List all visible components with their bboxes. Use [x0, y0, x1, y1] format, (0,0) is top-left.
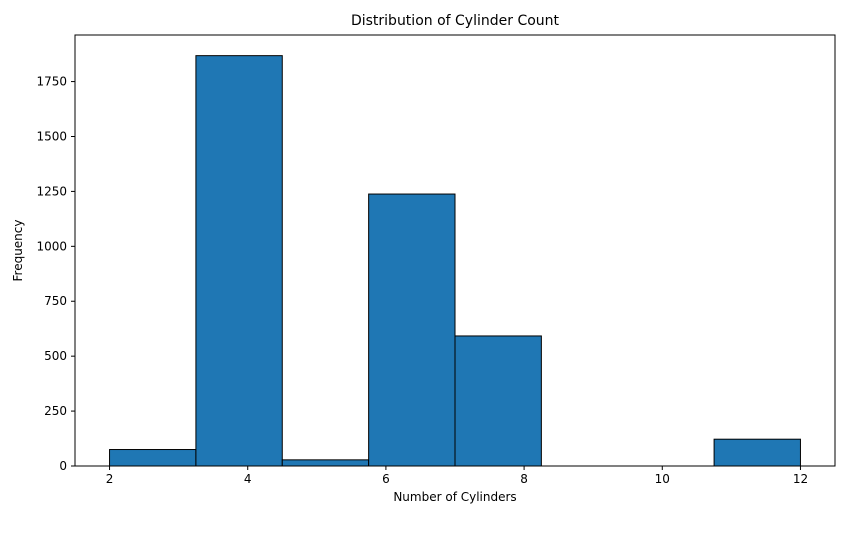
y-axis: 0 250 500 750 1000 1250 1500 1750 — [36, 75, 75, 473]
y-tick-label: 1500 — [36, 129, 67, 143]
x-tick-label: 2 — [106, 472, 114, 486]
histogram-bar — [195, 55, 283, 467]
x-tick-label: 8 — [520, 472, 528, 486]
chart-title: Distribution of Cylinder Count — [351, 13, 560, 29]
x-tick-label: 10 — [655, 472, 670, 486]
y-tick-label: 750 — [44, 294, 67, 308]
y-tick-label: 250 — [44, 404, 67, 418]
x-tick-label: 12 — [793, 472, 808, 486]
x-axis: 2 4 6 8 10 12 — [106, 466, 808, 486]
histogram-bar — [713, 438, 801, 467]
y-tick-label: 1250 — [36, 184, 67, 198]
y-tick-label: 0 — [59, 459, 67, 473]
y-tick-label: 500 — [44, 349, 67, 363]
histogram-bar — [368, 193, 456, 467]
y-tick-label: 1750 — [36, 75, 67, 89]
plot-frame — [74, 34, 836, 467]
x-tick-label: 6 — [382, 472, 390, 486]
y-tick-label: 1000 — [36, 239, 67, 253]
y-axis-label: Frequency — [11, 220, 25, 282]
histogram-bar — [109, 449, 197, 467]
x-axis-label: Number of Cylinders — [393, 490, 516, 504]
x-tick-label: 4 — [244, 472, 252, 486]
histogram-bar — [281, 459, 370, 467]
histogram-bars — [109, 55, 801, 467]
histogram-bar — [454, 335, 542, 467]
